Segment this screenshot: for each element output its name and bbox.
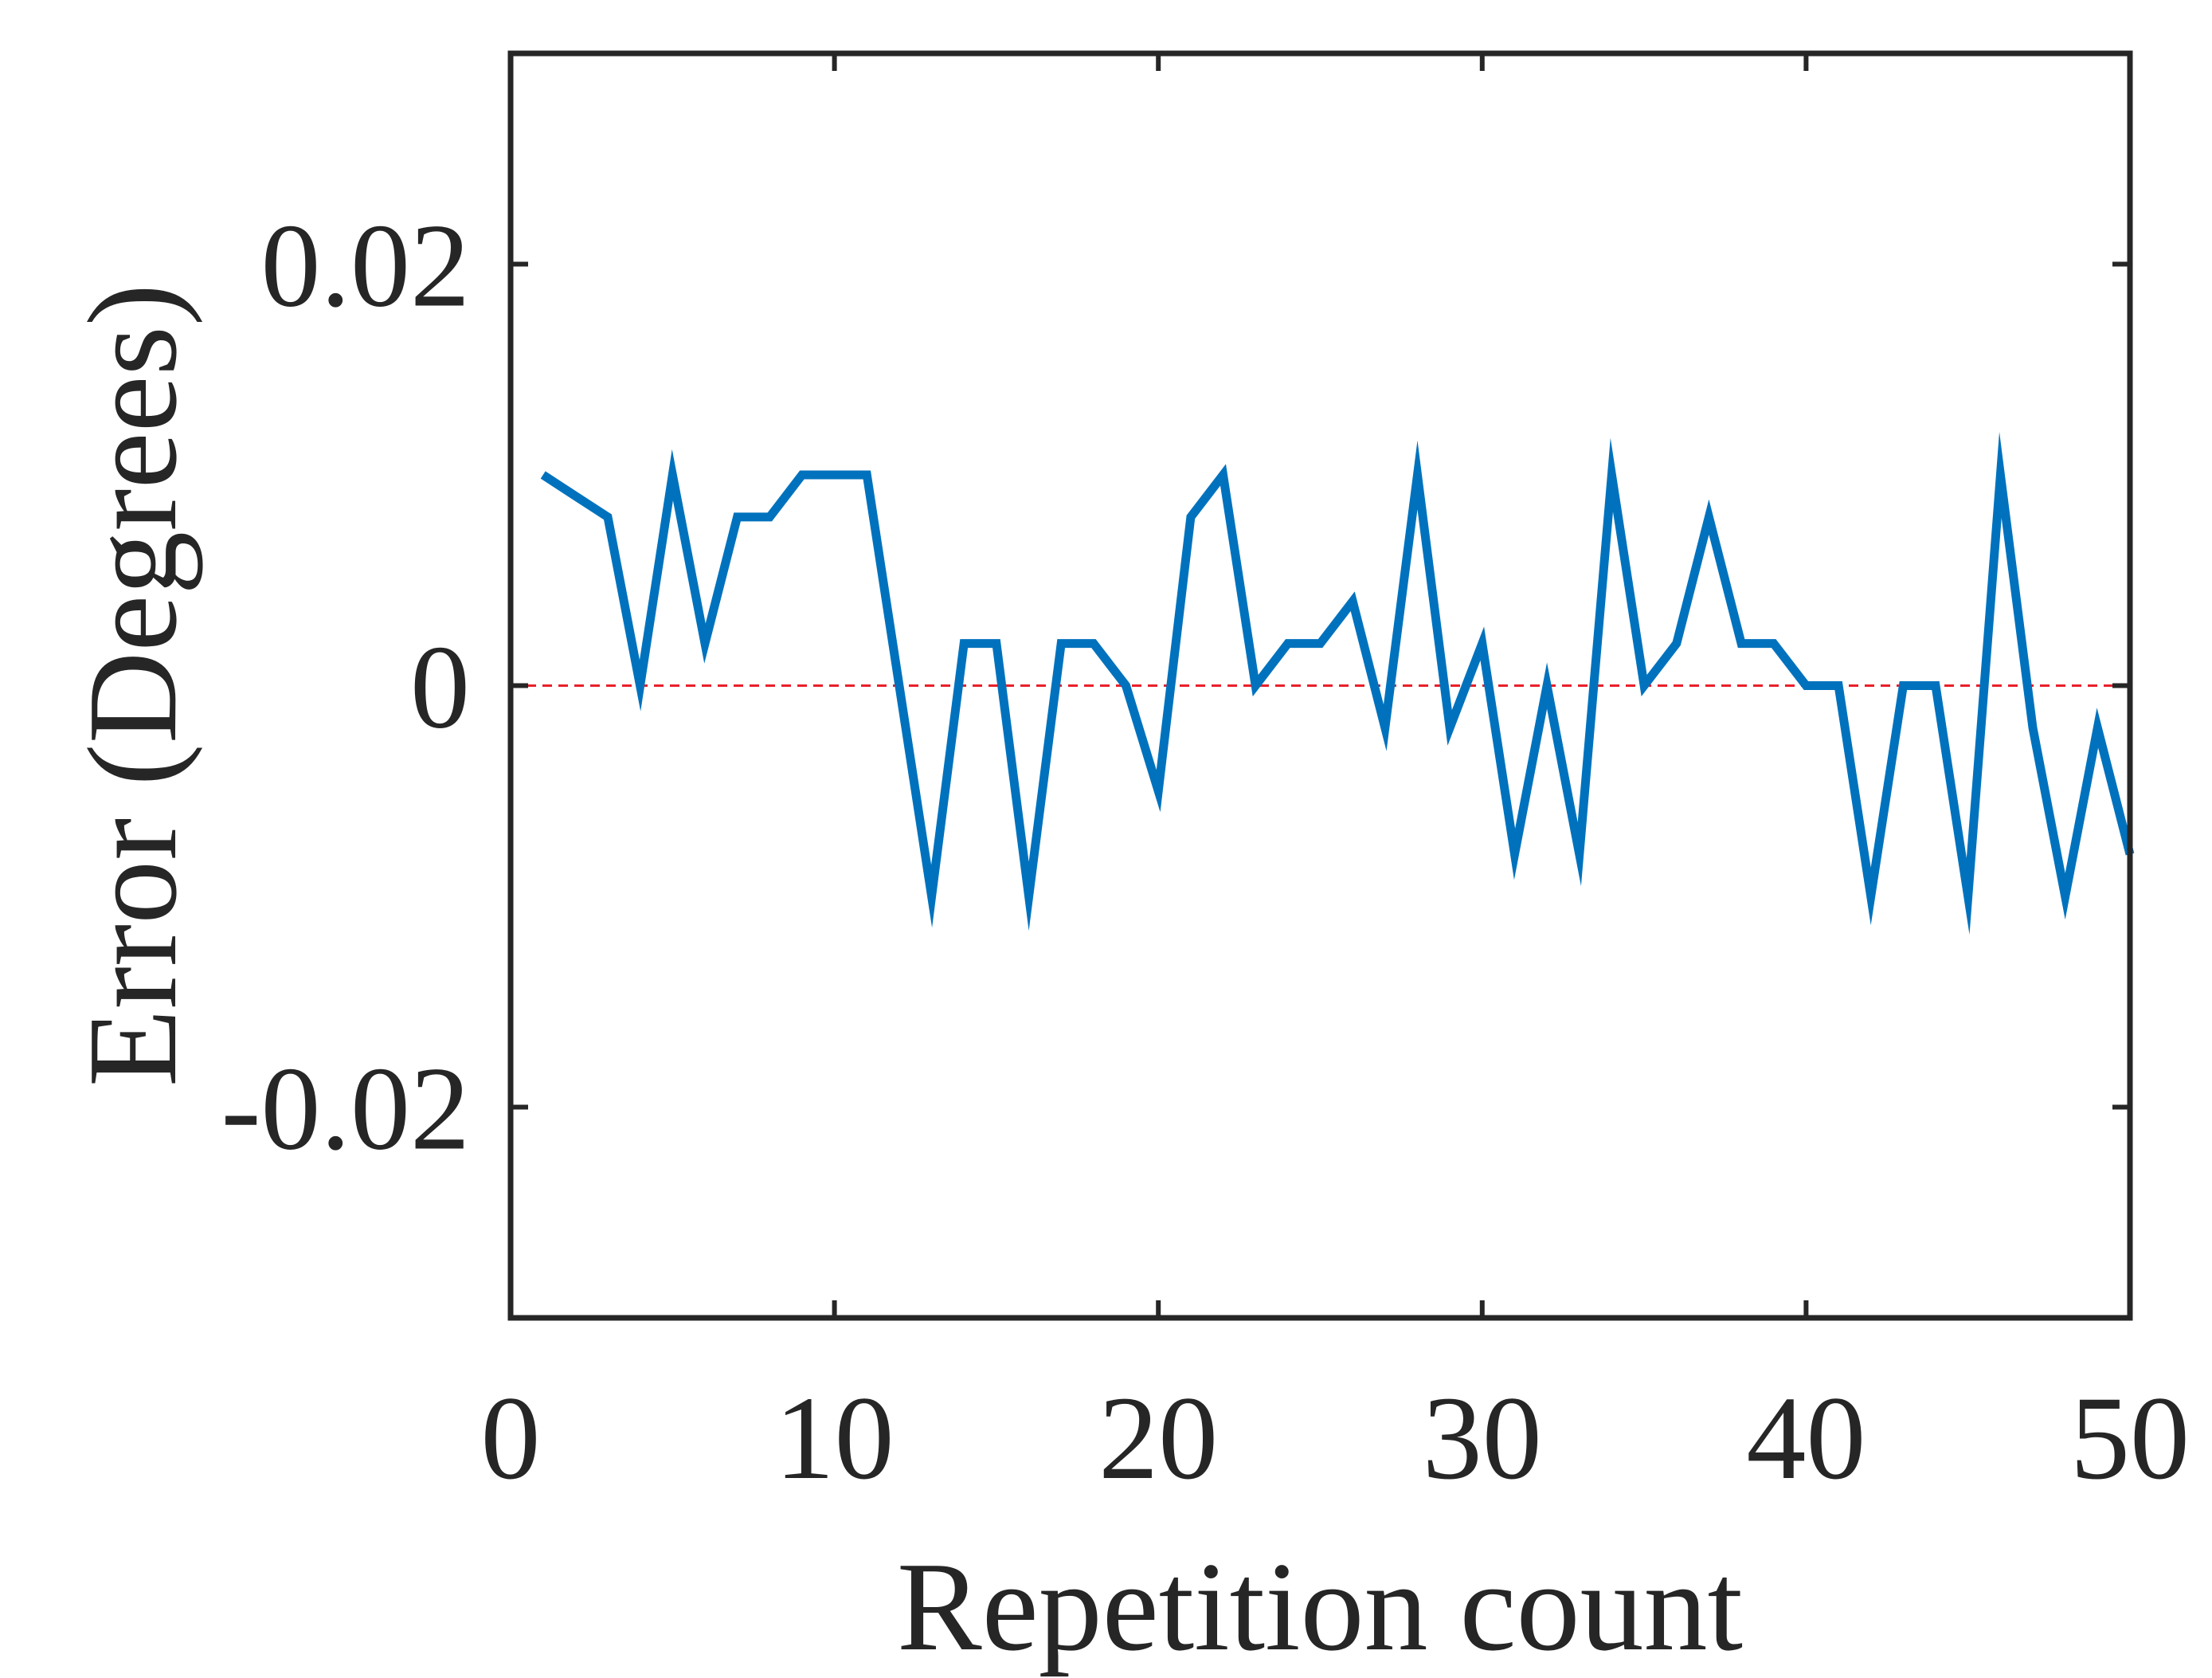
series-line-0: [540, 432, 2135, 935]
x-tick-label-3: 30: [1423, 1372, 1542, 1504]
x-tick-label-4: 40: [1746, 1372, 1866, 1504]
x-tick-label-2: 20: [1098, 1372, 1218, 1504]
x-axis-label: Repetition count: [897, 1535, 1743, 1677]
x-tick-label-1: 10: [775, 1372, 895, 1504]
x-tick-label-0: 0: [481, 1372, 541, 1504]
plot-frame: [507, 50, 2133, 1321]
series-layer: [540, 432, 2135, 935]
y-tick-label-0: -0.02: [221, 1043, 470, 1175]
x-tick-labels: 0 10 20 30 40 50: [481, 1372, 2190, 1504]
x-tick-label-5: 50: [2070, 1372, 2190, 1504]
y-axis-label: Error (Degrees): [61, 284, 203, 1087]
y-tick-labels: -0.02 0 0.02: [221, 200, 470, 1175]
y-tick-label-1: 0: [410, 621, 470, 754]
y-tick-label-2: 0.02: [261, 200, 471, 332]
